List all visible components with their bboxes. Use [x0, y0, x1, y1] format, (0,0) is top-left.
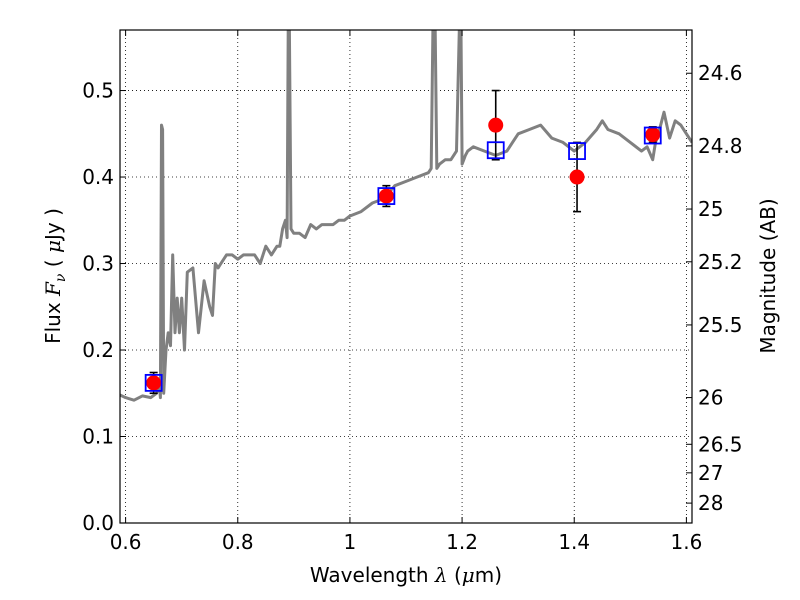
- y2-axis-label: Magnitude (AB): [756, 198, 780, 353]
- spectrum-line: [120, 30, 692, 402]
- y2-tick-label: 25.5: [698, 313, 743, 337]
- y2-tick-label: 24.6: [698, 61, 743, 85]
- x-tick-label: 1.2: [446, 530, 478, 554]
- y-tick-label: 0.1: [82, 425, 114, 449]
- observed-point: [488, 117, 504, 133]
- photometry-markers: [144, 89, 662, 395]
- y-tick-label: 0.0: [82, 511, 114, 535]
- model-point: [568, 142, 586, 160]
- y-tick-label: 0.5: [82, 79, 114, 103]
- x-tick-label: 0.6: [110, 530, 142, 554]
- spectrum-series: [120, 30, 692, 402]
- y2-tick-label: 24.8: [698, 134, 743, 158]
- y2-tick-label: 26.5: [698, 432, 743, 456]
- y-tick-label: 0.3: [82, 252, 114, 276]
- y2-tick-label: 28: [698, 491, 723, 515]
- model-point: [486, 141, 505, 160]
- y-axis-label: Flux Fν ( μJy ): [41, 208, 69, 344]
- model-point: [144, 373, 163, 392]
- observed-point: [378, 188, 394, 204]
- y2-tick-label: 26: [698, 386, 723, 410]
- y-tick-label: 0.2: [82, 338, 114, 362]
- grid: [120, 30, 692, 524]
- ticks: 0.6 0.8 1 1.2 1.4 1.6 0.0 0.1 0.2 0.3 0.4 0.5 24.6 24…: [82, 30, 743, 554]
- x-tick-label: 0.8: [222, 530, 254, 554]
- y2-tick-label: 25: [698, 197, 723, 221]
- y2-tick-label: 27: [698, 461, 723, 485]
- x-tick-label: 1: [344, 530, 357, 554]
- y-tick-label: 0.4: [82, 165, 114, 189]
- x-tick-label: 1.6: [670, 530, 702, 554]
- plot-frame: [119, 29, 693, 524]
- observed-point: [645, 127, 661, 143]
- x-tick-label: 1.4: [558, 530, 590, 554]
- observed-point: [146, 375, 162, 391]
- observed-point: [569, 169, 585, 185]
- x-axis-label: Wavelength λ (μm): [310, 563, 502, 587]
- model-point: [643, 126, 662, 145]
- model-point: [377, 187, 396, 205]
- y2-tick-label: 25.2: [698, 250, 743, 274]
